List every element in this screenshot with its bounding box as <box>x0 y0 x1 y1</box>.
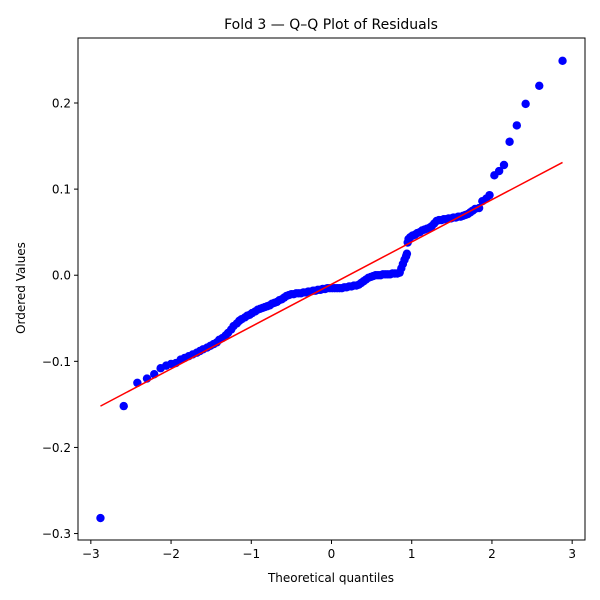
data-point <box>505 137 514 146</box>
data-point <box>119 401 128 411</box>
x-tick-label: 2 <box>488 547 496 561</box>
x-tick-label: 0 <box>328 547 336 561</box>
data-point <box>485 190 494 200</box>
data-point <box>512 121 522 130</box>
data-point <box>402 249 412 258</box>
reference-line-group <box>100 161 563 407</box>
y-tick-label: 0.2 <box>52 97 71 111</box>
data-point <box>521 99 530 109</box>
y-tick-label: −0.2 <box>42 441 71 455</box>
y-axis-ticks: −0.3 −0.2 −0.1 0.0 0.1 0.2 <box>42 97 78 541</box>
x-tick-label: −3 <box>82 547 100 561</box>
data-point <box>535 81 544 90</box>
reference-line <box>100 161 563 407</box>
x-tick-label: 1 <box>408 547 416 561</box>
data-point <box>499 160 509 170</box>
data-markers <box>96 56 567 523</box>
chart-title: Fold 3 — Q–Q Plot of Residuals <box>224 17 438 33</box>
y-tick-label: 0.0 <box>52 269 71 283</box>
y-axis-label: Ordered Values <box>14 242 28 334</box>
data-point <box>558 56 567 66</box>
x-tick-label: −2 <box>162 547 180 561</box>
x-axis-label: Theoretical quantiles <box>267 571 394 585</box>
data-point <box>494 166 504 176</box>
x-tick-label: 3 <box>568 547 576 561</box>
y-tick-label: −0.1 <box>42 355 71 369</box>
data-point <box>96 513 105 523</box>
y-tick-label: 0.1 <box>52 183 71 197</box>
x-axis-ticks: −3 −2 −1 0 1 2 3 <box>82 540 576 561</box>
y-tick-label: −0.3 <box>42 527 71 541</box>
x-tick-label: −1 <box>242 547 260 561</box>
